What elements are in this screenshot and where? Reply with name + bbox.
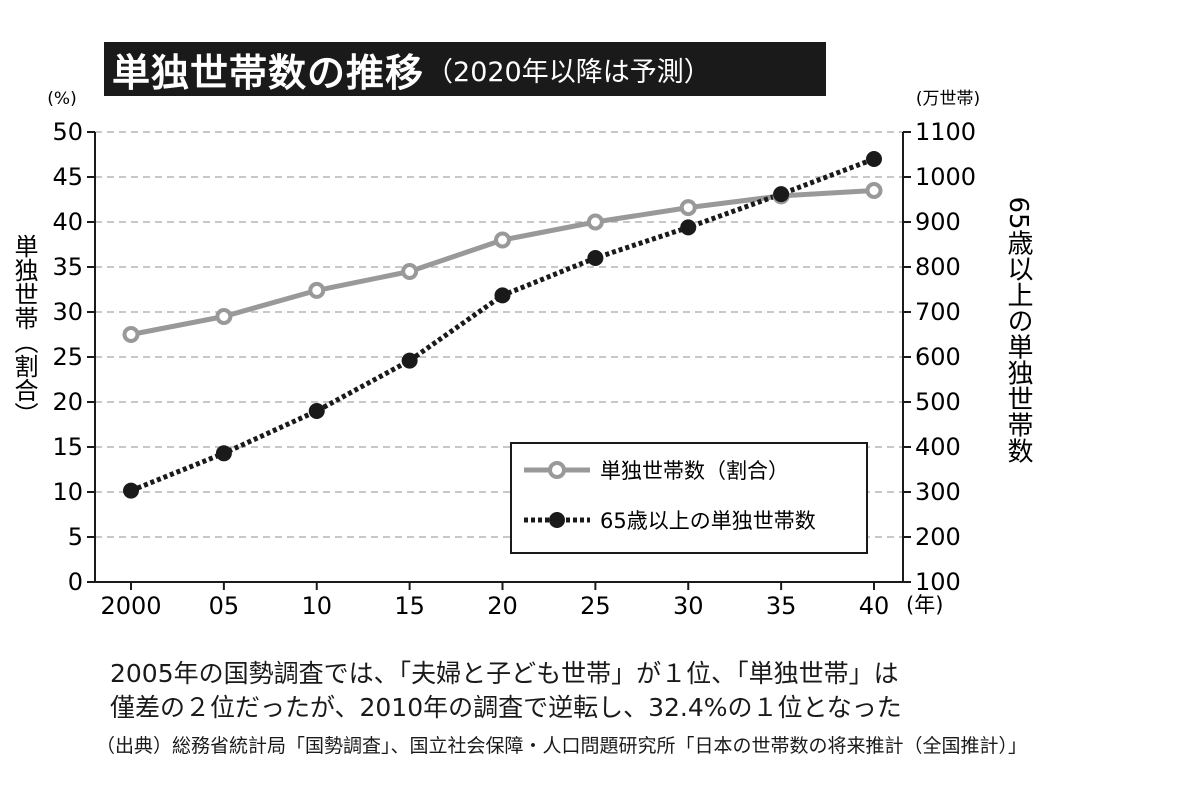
- point-ratio: [586, 213, 604, 231]
- legend-label-elderly: 65歳以上の単独世帯数: [600, 509, 816, 533]
- x-tick-label: 25: [580, 592, 611, 620]
- x-tick-label: 40: [859, 592, 890, 620]
- left-tick-label: 50: [52, 118, 83, 146]
- point-elderly: [866, 151, 882, 167]
- point-ratio: [679, 199, 697, 217]
- caption-line-2: 僅差の２位だったが、2010年の調査で逆転し、32.4%の１位となった: [110, 693, 902, 722]
- point-elderly: [123, 482, 139, 499]
- point-elderly: [587, 250, 604, 266]
- right-tick-labels: 100 200 300 400 500 600 700 800 900 1000 1100: [903, 118, 976, 596]
- right-tick-label: 200: [915, 523, 961, 551]
- source-note: （出典）総務省統計局「国勢調査」、国立社会保障・人口問題研究所「日本の世帯数の将…: [96, 735, 1028, 757]
- point-ratio: [865, 182, 883, 199]
- right-axis-title: 65歳以上の単独世帯数: [1003, 196, 1033, 463]
- point-elderly: [215, 445, 232, 462]
- left-tick-label: 35: [52, 253, 83, 281]
- left-tick-label: 20: [52, 388, 83, 416]
- right-tick-label: 300: [915, 478, 961, 506]
- right-tick-label: 800: [915, 253, 961, 281]
- left-axis-unit: (%): [47, 89, 76, 109]
- right-tick-label: 500: [915, 388, 961, 416]
- right-tick-label: 1000: [915, 163, 976, 191]
- point-elderly: [308, 403, 325, 419]
- right-tick-label: 600: [915, 343, 961, 371]
- right-tick-label: 900: [915, 208, 961, 236]
- right-axis-unit: (万世帯): [916, 89, 980, 109]
- right-tick-label: 400: [915, 433, 961, 461]
- left-tick-label: 0: [68, 568, 83, 596]
- legend-marker-ratio: [548, 461, 566, 479]
- left-tick-label: 40: [52, 208, 83, 236]
- right-tick-label: 100: [915, 568, 961, 596]
- left-tick-label: 30: [52, 298, 83, 326]
- legend-marker-elderly: [549, 512, 565, 528]
- series-line-elderly: [130, 156, 875, 493]
- right-tick-label: 700: [915, 298, 961, 326]
- legend: 単独世帯数（割合） 65歳以上の単独世帯数: [510, 442, 868, 554]
- legend-label-ratio: 単独世帯数（割合）: [600, 459, 789, 483]
- x-tick-label: 2000: [100, 592, 161, 620]
- left-tick-label: 25: [52, 343, 83, 371]
- x-tick-label: 15: [394, 592, 425, 620]
- point-ratio: [215, 308, 233, 325]
- point-elderly: [680, 219, 697, 236]
- x-tick-label: 30: [673, 592, 704, 620]
- point-ratio: [494, 231, 511, 249]
- x-tick-label: 05: [209, 592, 240, 620]
- title-subtitle: （2020年以降は予測）: [426, 56, 711, 88]
- chart-title: 単独世帯数の推移 （2020年以降は予測）: [104, 42, 826, 96]
- left-tick-label: 45: [52, 163, 83, 191]
- caption-line-1: 2005年の国勢調査では、「夫婦と子ども世帯」が１位、「単独世帯」は: [110, 659, 899, 688]
- x-tick-labels: 2000 05 10 15 20 25 30 35 40: [100, 582, 889, 620]
- point-elderly: [401, 352, 418, 369]
- left-tick-label: 5: [68, 523, 83, 551]
- series-line-ratio: [130, 188, 875, 337]
- left-axis-title: 単独世帯（割合）: [10, 234, 38, 426]
- left-tick-labels: 0 5 10 15 20 25 30 35 40 45 50: [52, 118, 95, 596]
- point-elderly: [773, 186, 790, 203]
- x-axis-unit: (年): [906, 593, 943, 617]
- point-elderly: [494, 287, 511, 304]
- left-tick-label: 10: [52, 478, 83, 506]
- left-tick-label: 15: [52, 433, 83, 461]
- right-tick-label: 1100: [915, 118, 976, 146]
- point-ratio: [401, 263, 419, 280]
- x-tick-label: 35: [766, 592, 797, 620]
- series: [122, 151, 883, 499]
- x-tick-label: 20: [487, 592, 518, 620]
- x-tick-label: 10: [301, 592, 332, 620]
- title-main: 単独世帯数の推移: [112, 50, 425, 95]
- point-ratio: [308, 281, 326, 299]
- point-ratio: [122, 326, 140, 343]
- legend-box: [510, 442, 868, 554]
